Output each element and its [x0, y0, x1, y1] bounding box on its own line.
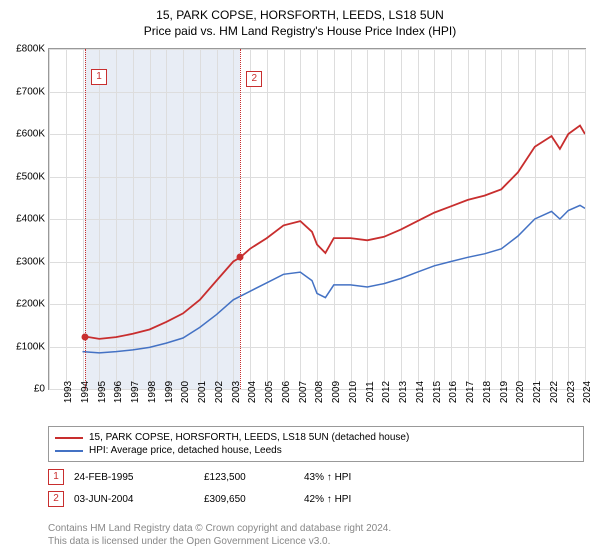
y-tick-label: £400K [16, 214, 45, 225]
y-tick-label: £700K [16, 86, 45, 97]
y-tick-label: £300K [16, 256, 45, 267]
y-tick-label: £500K [16, 171, 45, 182]
sale-price-2: £309,650 [204, 494, 294, 505]
chart-title: 15, PARK COPSE, HORSFORTH, LEEDS, LS18 5… [0, 0, 600, 22]
sale-price-1: £123,500 [204, 472, 294, 483]
y-tick-label: £600K [16, 129, 45, 140]
y-tick-label: £800K [16, 44, 45, 55]
sale-row-2: 2 03-JUN-2004 £309,650 42% ↑ HPI [48, 488, 584, 510]
legend-label-hpi: HPI: Average price, detached house, Leed… [89, 445, 282, 456]
sale-badge-1: 1 [48, 469, 64, 485]
sale-date-2: 03-JUN-2004 [74, 494, 194, 505]
legend-item-property: 15, PARK COPSE, HORSFORTH, LEEDS, LS18 5… [55, 431, 577, 444]
vline-badge: 2 [246, 71, 262, 87]
chart-lines-svg [49, 49, 585, 389]
chart-plot-area: £0£100K£200K£300K£400K£500K£600K£700K£80… [48, 48, 586, 390]
attribution-line2: This data is licensed under the Open Gov… [48, 535, 584, 548]
sale-date-1: 24-FEB-1995 [74, 472, 194, 483]
sale-marker-point [237, 254, 244, 261]
x-tick-label: 2025 [585, 381, 600, 403]
sale-row-1: 1 24-FEB-1995 £123,500 43% ↑ HPI [48, 466, 584, 488]
sale-hpi-2: 42% ↑ HPI [304, 494, 394, 505]
y-tick-label: £200K [16, 299, 45, 310]
legend-box: 15, PARK COPSE, HORSFORTH, LEEDS, LS18 5… [48, 426, 584, 462]
sales-table: 1 24-FEB-1995 £123,500 43% ↑ HPI 2 03-JU… [48, 466, 584, 510]
legend-item-hpi: HPI: Average price, detached house, Leed… [55, 444, 577, 457]
sale-marker-point [82, 333, 89, 340]
attribution-line1: Contains HM Land Registry data © Crown c… [48, 522, 584, 535]
sale-hpi-1: 43% ↑ HPI [304, 472, 394, 483]
legend-swatch-hpi [55, 450, 83, 452]
legend-label-property: 15, PARK COPSE, HORSFORTH, LEEDS, LS18 5… [89, 432, 409, 443]
y-tick-label: £0 [34, 384, 45, 395]
chart-subtitle: Price paid vs. HM Land Registry's House … [0, 22, 600, 42]
sale-badge-2: 2 [48, 491, 64, 507]
y-tick-label: £100K [16, 341, 45, 352]
vline-badge: 1 [91, 69, 107, 85]
attribution-text: Contains HM Land Registry data © Crown c… [48, 522, 584, 548]
legend-swatch-property [55, 437, 83, 439]
